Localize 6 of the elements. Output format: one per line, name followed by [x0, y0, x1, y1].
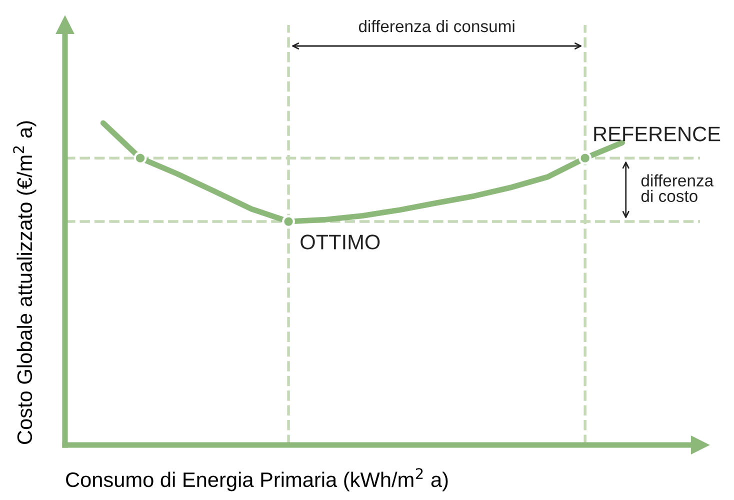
annotation: OTTIMO — [300, 234, 380, 250]
x-axis-title: Consumo di Energia Primaria (kWh/m$^{2}$ a) — [66, 468, 448, 492]
text: differenza di consumi — [358, 20, 514, 32]
text: differenza di costo — [641, 174, 714, 202]
annotation: REFERENCE — [594, 126, 720, 142]
y-axis-title: Costo Globale attualizzato (€/m$^{2}$ a) — [13, 121, 36, 444]
